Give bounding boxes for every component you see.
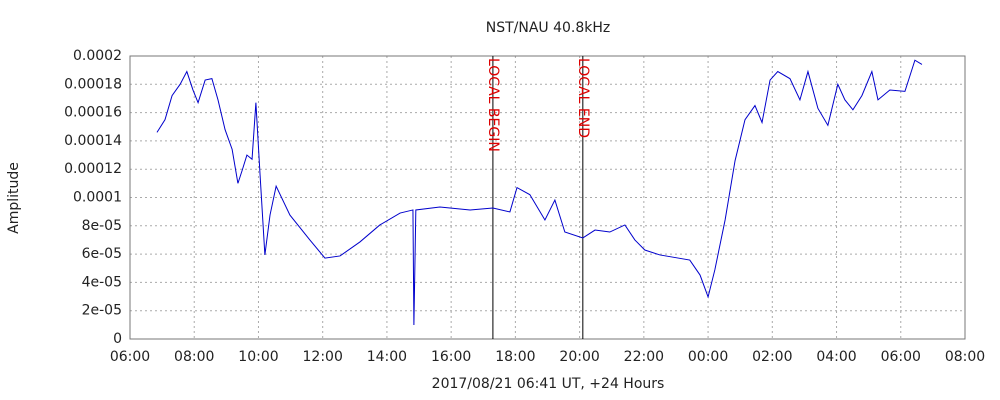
x-tick-label: 02:00: [752, 349, 792, 365]
x-tick-label: 16:00: [431, 349, 471, 365]
y-tick-label: 0: [113, 331, 122, 347]
x-tick-label: 22:00: [624, 349, 664, 365]
x-tick-label: 06:00: [110, 349, 150, 365]
x-tick-label: 10:00: [238, 349, 278, 365]
annotation-label: LOCAL BEGIN: [485, 58, 501, 152]
y-tick-label: 2e-05: [82, 303, 122, 319]
annotation-label: LOCAL END: [575, 58, 591, 138]
y-tick-label: 4e-05: [82, 274, 122, 290]
y-tick-label: 0.00018: [64, 76, 122, 92]
x-tick-label: 20:00: [559, 349, 599, 365]
x-tick-label: 12:00: [303, 349, 343, 365]
data-line: [156, 59, 923, 325]
y-axis-label: Amplitude: [6, 162, 22, 234]
x-tick-label: 18:00: [495, 349, 535, 365]
x-tick-label: 04:00: [816, 349, 856, 365]
y-tick-label: 0.00014: [64, 133, 122, 149]
x-tick-label: 14:00: [367, 349, 407, 365]
y-tick-label: 0.0001: [73, 190, 122, 206]
y-tick-label: 6e-05: [82, 246, 122, 262]
y-tick-label: 8e-05: [82, 218, 122, 234]
y-tick-label: 0.00016: [64, 105, 122, 121]
y-tick-label: 0.0002: [73, 48, 122, 64]
x-tick-label: 00:00: [688, 349, 728, 365]
x-axis-label: 2017/08/21 06:41 UT, +24 Hours: [432, 376, 665, 392]
y-tick-label: 0.00012: [64, 161, 122, 177]
x-tick-label: 06:00: [881, 349, 921, 365]
plot-border: [129, 55, 966, 340]
x-tick-label: 08:00: [174, 349, 214, 365]
chart-title: NST/NAU 40.8kHz: [486, 20, 611, 36]
x-tick-label: 08:00: [945, 349, 985, 365]
